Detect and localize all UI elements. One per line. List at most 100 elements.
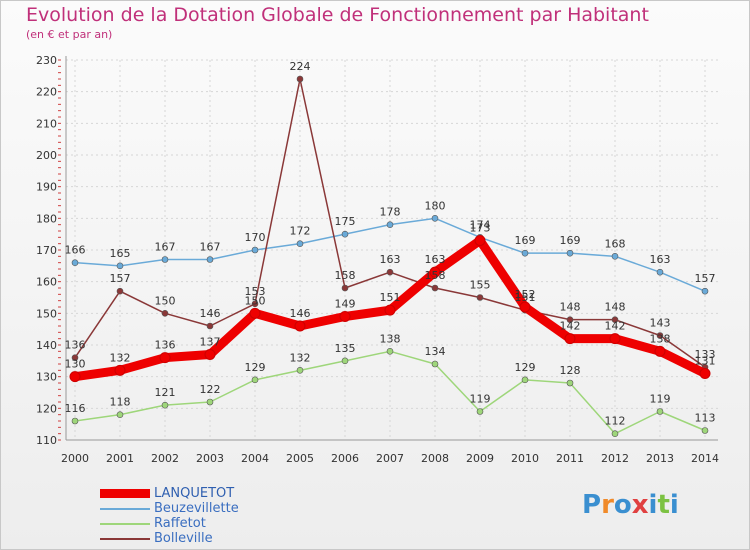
data-point-lanquetot [384,304,396,316]
data-point-raffetot [701,427,709,434]
data-label-raffetot: 116 [65,402,86,415]
data-label-beuzevillette: 172 [290,225,311,238]
logo-letter: o [613,490,632,520]
data-label-lanquetot: 136 [155,339,176,352]
data-label-raffetot: 121 [155,386,176,399]
y-tick-label: 200 [36,149,57,162]
data-point-lanquetot [339,311,351,322]
y-tick-label: 160 [36,276,57,289]
data-point-lanquetot [429,266,441,278]
x-tick-label: 2004 [241,452,269,465]
data-point-lanquetot [519,301,531,313]
logo-letter: r [601,490,614,520]
data-point-raffetot [251,376,259,384]
data-label-bolleville: 151 [515,291,536,304]
chart-title: Evolution de la Dotation Globale de Fonc… [26,4,649,26]
x-tick-label: 2006 [331,452,359,465]
logo-letter: i [669,490,679,520]
data-point-bolleville [656,332,664,339]
y-tick-label: 130 [36,371,57,384]
data-point-beuzevillette [116,262,124,270]
data-label-raffetot: 134 [425,345,446,358]
legend-swatch-lanquetot [100,489,150,498]
data-point-bolleville [386,268,394,276]
data-point-lanquetot [609,333,621,345]
legend-swatch-raffetot [100,523,150,525]
y-tick-label: 170 [36,244,57,257]
data-point-beuzevillette [701,287,709,295]
data-label-raffetot: 129 [245,361,266,374]
data-label-lanquetot: 150 [245,294,266,307]
data-point-lanquetot [249,307,261,319]
data-label-beuzevillette: 163 [650,253,671,266]
legend-label-bolleville: Bolleville [154,531,213,546]
data-label-lanquetot: 152 [515,288,536,301]
data-label-raffetot: 122 [200,383,221,396]
y-tick-label: 220 [36,86,57,99]
data-label-beuzevillette: 168 [605,237,626,250]
data-point-raffetot [296,367,304,374]
data-point-beuzevillette [386,221,394,228]
data-label-beuzevillette: 166 [65,244,86,257]
data-point-bolleville [566,316,574,323]
x-tick-label: 2000 [61,452,89,465]
data-point-beuzevillette [71,259,79,266]
data-point-beuzevillette [656,268,664,276]
data-label-bolleville: 150 [155,294,176,307]
data-label-raffetot: 132 [290,351,311,364]
x-tick-label: 2003 [196,452,224,465]
data-label-bolleville: 146 [200,307,221,320]
data-point-beuzevillette [566,249,574,257]
data-point-bolleville [296,75,304,83]
logo-letter: P [582,490,602,520]
data-label-bolleville: 224 [290,60,311,73]
data-point-lanquetot [204,349,216,360]
data-point-raffetot [386,348,394,355]
data-label-bolleville: 143 [650,317,671,330]
data-label-beuzevillette: 167 [200,241,221,254]
data-point-bolleville [161,310,169,317]
data-label-lanquetot: 163 [425,253,446,266]
legend-label-beuzevillette: Beuzevillette [154,501,239,516]
x-tick-label: 2002 [151,452,179,465]
data-point-lanquetot [159,352,171,364]
chart-subtitle: (en € et par an) [26,28,113,41]
data-point-raffetot [71,417,79,425]
data-point-lanquetot [654,345,666,357]
data-label-lanquetot: 149 [335,298,356,311]
data-point-beuzevillette [521,249,529,257]
y-tick-label: 190 [36,181,57,194]
data-point-lanquetot [114,364,126,376]
data-label-beuzevillette: 180 [425,199,446,212]
data-point-bolleville [206,322,214,330]
data-label-lanquetot: 131 [695,355,716,368]
data-label-raffetot: 129 [515,361,536,374]
x-tick-label: 2011 [556,452,584,465]
data-label-bolleville: 158 [425,269,446,282]
x-tick-label: 2012 [601,452,629,465]
data-label-raffetot: 119 [470,393,491,406]
data-point-raffetot [521,376,529,384]
data-label-bolleville: 148 [560,301,581,314]
data-point-raffetot [566,379,574,387]
data-label-beuzevillette: 157 [695,272,716,285]
data-label-bolleville: 153 [245,285,266,298]
data-label-lanquetot: 146 [290,307,311,320]
data-point-bolleville [251,300,259,308]
data-label-beuzevillette: 165 [110,247,131,260]
data-label-lanquetot: 130 [65,358,86,371]
data-point-bolleville [116,287,124,295]
logo-letter: t [657,490,670,520]
data-label-beuzevillette: 178 [380,206,401,219]
x-tick-label: 2013 [646,452,674,465]
data-point-lanquetot [699,368,711,379]
data-label-bolleville: 136 [65,339,86,352]
data-label-beuzevillette: 167 [155,241,176,254]
x-tick-label: 2009 [466,452,494,465]
y-tick-label: 180 [36,212,57,225]
data-point-lanquetot [474,235,486,246]
data-label-bolleville: 163 [380,253,401,266]
x-tick-label: 2001 [106,452,134,465]
